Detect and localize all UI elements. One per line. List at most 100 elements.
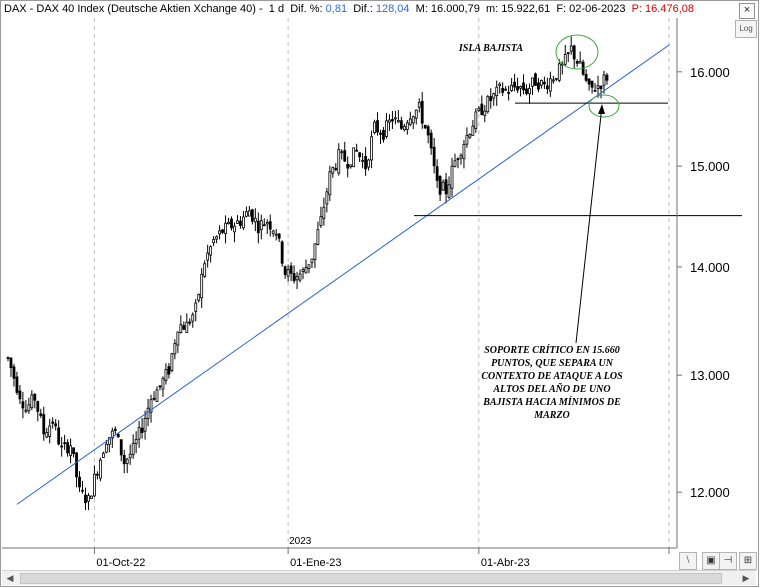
candle <box>483 104 487 123</box>
candle-body <box>537 82 540 90</box>
candle-body <box>477 107 481 111</box>
candle <box>322 197 326 226</box>
candle <box>599 85 603 99</box>
candle-body <box>236 220 239 224</box>
candle <box>286 264 290 282</box>
candle <box>233 222 236 243</box>
candle <box>78 471 81 492</box>
candle-body <box>590 80 594 88</box>
candle <box>149 394 153 423</box>
pin-icon[interactable]: ⊣ <box>719 552 737 570</box>
candle <box>563 44 567 66</box>
candle <box>113 426 117 435</box>
candle <box>513 73 516 92</box>
candle <box>93 465 96 498</box>
scroll-thumb[interactable] <box>20 573 722 584</box>
candle <box>468 133 472 140</box>
candle <box>215 235 219 244</box>
island-circle <box>555 34 599 70</box>
candle-body <box>78 476 81 488</box>
candle-body <box>176 331 180 346</box>
candle-body <box>540 80 543 86</box>
candle-body <box>179 324 183 333</box>
candle-body <box>63 442 67 445</box>
candle <box>295 271 299 290</box>
close-icon[interactable]: × <box>739 3 755 19</box>
candle <box>569 36 573 55</box>
candle-body <box>75 452 78 478</box>
candle-body <box>513 81 516 88</box>
candle <box>489 88 493 109</box>
log-scale-toggle[interactable]: Log <box>735 20 757 38</box>
candle <box>480 95 484 116</box>
candle <box>388 114 391 131</box>
candle-body <box>429 132 433 149</box>
candle-body <box>137 427 141 440</box>
candle <box>340 149 344 160</box>
candle <box>393 110 397 125</box>
candle-body <box>197 294 201 301</box>
scroll-left-icon[interactable]: ◀ <box>6 573 14 583</box>
candle <box>459 153 463 165</box>
candle <box>525 84 528 96</box>
candle <box>48 418 52 444</box>
ruler-icon[interactable]: ⊞ <box>739 552 757 570</box>
candle <box>158 385 162 391</box>
candle <box>385 112 388 139</box>
candle-body <box>316 229 320 245</box>
candle-body <box>438 175 442 195</box>
candle-body <box>328 171 332 196</box>
candle <box>587 78 591 91</box>
candle <box>548 71 552 97</box>
candle <box>179 315 183 334</box>
candle-body <box>388 119 391 123</box>
candle <box>540 79 543 89</box>
candle <box>75 451 78 488</box>
candle-body <box>441 181 445 191</box>
candle <box>402 123 406 132</box>
candle <box>590 80 594 94</box>
candle-body <box>271 230 275 234</box>
candle <box>107 437 111 453</box>
candle-body <box>435 166 439 181</box>
candle-body <box>194 302 198 312</box>
candle-body <box>206 252 210 261</box>
candle-body <box>283 266 287 275</box>
candle <box>164 363 168 385</box>
candle <box>399 116 403 131</box>
candle <box>522 74 525 95</box>
candle-body <box>599 85 603 89</box>
candle-body <box>510 84 514 92</box>
candle-body <box>253 217 257 223</box>
candle <box>557 59 561 83</box>
support-annotation: SOPORTE CRÍTICO EN 15.660 PUNTOS, QUE SEP… <box>466 344 638 422</box>
candle-body <box>408 118 412 125</box>
candle-body <box>101 452 105 458</box>
zoom-out-icon[interactable]: ⧵ <box>679 552 697 570</box>
candle <box>274 229 278 241</box>
y-tick-label: 14.000 <box>690 260 730 275</box>
candle-body <box>110 430 114 439</box>
candle-body <box>18 390 22 400</box>
candle <box>304 259 308 274</box>
save-icon[interactable]: ▣ <box>702 552 720 570</box>
max-value: 16.000,79 <box>430 3 480 15</box>
candle <box>18 385 22 405</box>
candle-body <box>319 216 323 227</box>
candle-body <box>42 414 46 435</box>
candle <box>84 487 87 511</box>
candle <box>471 119 475 136</box>
candle-body <box>557 63 561 81</box>
candle-body <box>289 265 293 274</box>
x-axis: 01-Oct-22 01-Ene-23 01-Abr-23 2023 <box>2 536 677 569</box>
candle-body <box>566 52 570 55</box>
scroll-right-icon[interactable]: ▶ <box>742 573 750 583</box>
candle-body <box>462 144 466 160</box>
candle-body <box>504 88 508 91</box>
horizontal-scrollbar[interactable]: ◀ ▶ <box>2 570 756 585</box>
candle <box>125 457 129 474</box>
candle <box>477 105 481 113</box>
y-tick-label: 16.000 <box>690 65 730 80</box>
candle <box>572 44 576 69</box>
